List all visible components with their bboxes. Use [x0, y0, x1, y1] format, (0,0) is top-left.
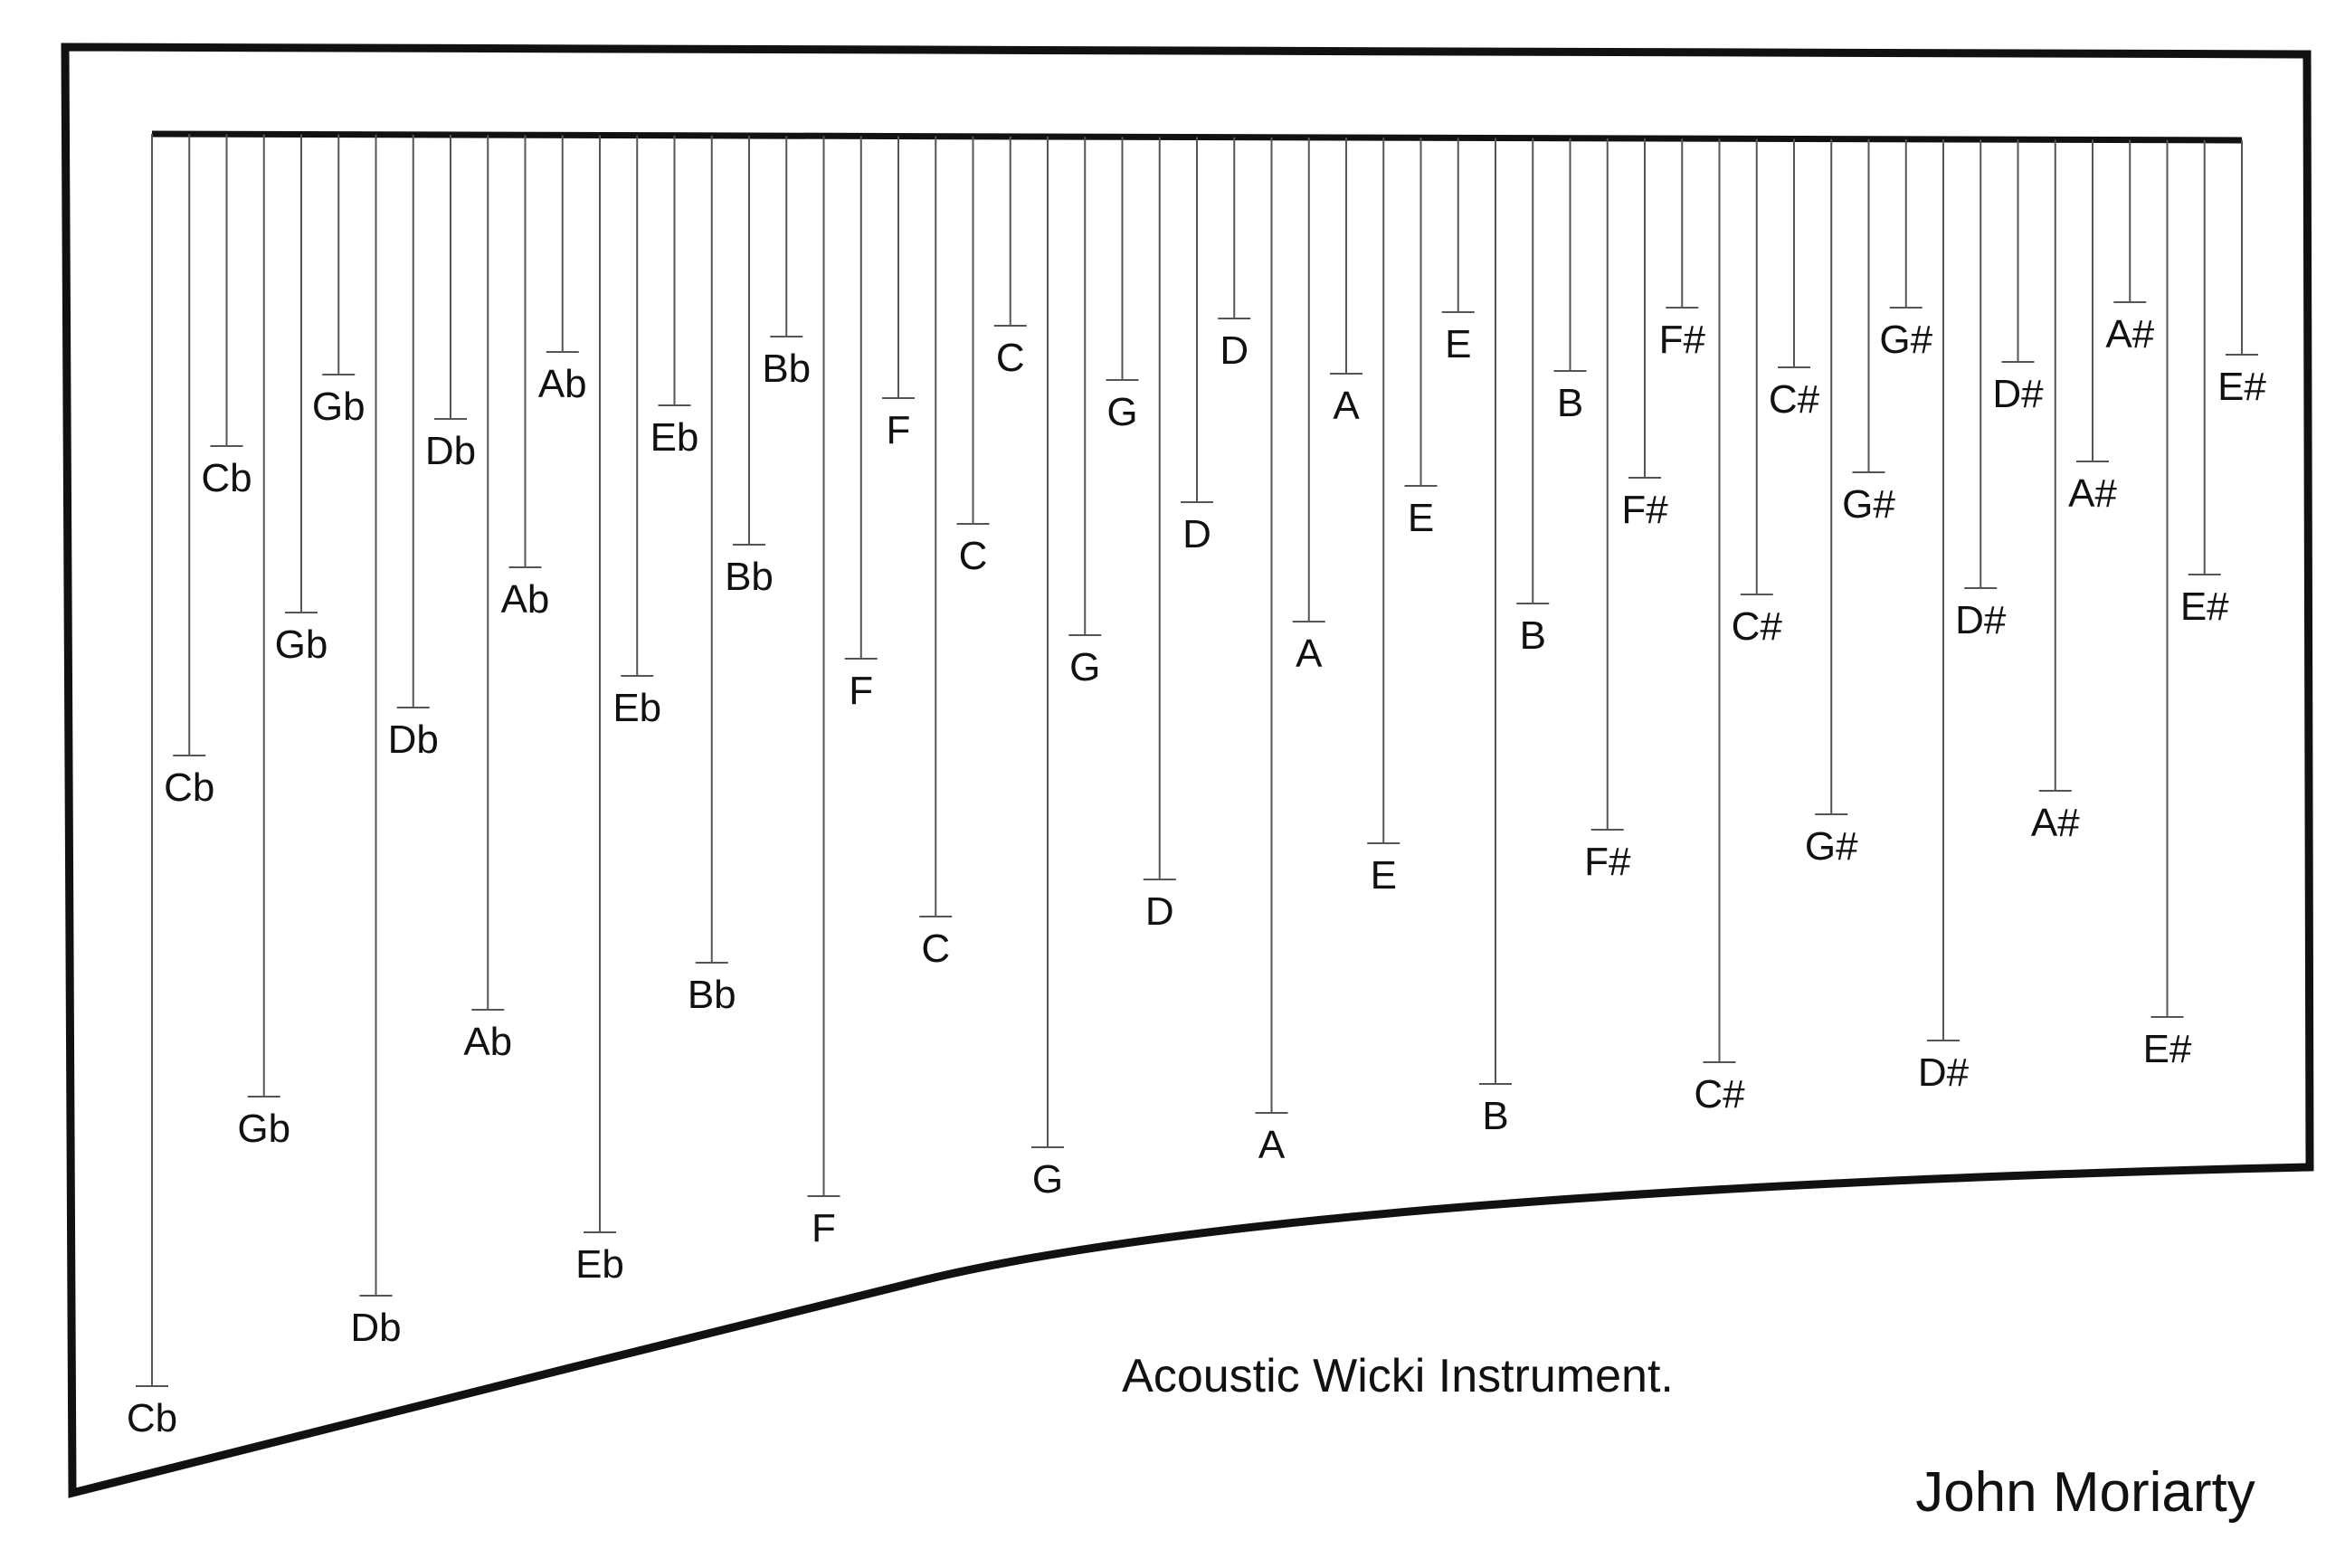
note-label: Eb [575, 1242, 624, 1287]
note-label: F# [1621, 488, 1668, 532]
note-label: F [887, 408, 911, 452]
note-label: D# [1992, 372, 2044, 416]
note-label: G [1069, 645, 1100, 689]
note-label: C# [1732, 604, 1783, 649]
note-label: G# [1805, 824, 1858, 869]
instrument-outline [61, 43, 2314, 1498]
note-label: D# [1918, 1050, 1970, 1095]
note-label: E [1445, 322, 1471, 366]
note-label: C [921, 927, 950, 971]
note-label: G# [1842, 482, 1895, 527]
note-label: Ab [463, 1020, 512, 1064]
note-label: F [812, 1206, 836, 1250]
note-label: A [1258, 1123, 1286, 1167]
note-label: C# [1694, 1072, 1745, 1117]
note-label: Cb [201, 456, 252, 500]
note-label: D [1182, 512, 1211, 556]
note-label: B [1520, 613, 1546, 658]
note-label: G [1032, 1157, 1063, 1202]
note-label: G# [1879, 318, 1932, 362]
caption: Acoustic Wicki Instrument. [1122, 1350, 1674, 1402]
note-label: E [1408, 496, 1434, 540]
note-label: E# [2217, 365, 2266, 409]
note-label: E [1371, 853, 1397, 898]
note-label: Bb [688, 973, 736, 1017]
note-label: Db [350, 1306, 401, 1350]
strings-group: Cb Cb Cb Gb Gb Gb Db Db Db Ab Ab Ab Eb Eb Eb Bb Bb Bb F F F C… [127, 134, 2266, 1440]
note-label: A# [2031, 801, 2080, 845]
note-label: A [1296, 632, 1323, 676]
note-label: Eb [650, 415, 699, 460]
note-label: D# [1955, 598, 2007, 642]
note-label: C# [1769, 377, 1820, 422]
note-label: C [959, 534, 988, 578]
note-label: A# [2068, 471, 2117, 516]
note-label: Gb [275, 622, 328, 667]
note-label: E# [2143, 1027, 2192, 1071]
note-label: F# [1659, 318, 1706, 362]
note-label: Bb [762, 347, 811, 391]
note-label: Cb [127, 1396, 177, 1440]
note-label: Db [425, 429, 476, 473]
note-label: E# [2180, 584, 2229, 629]
note-label: Ab [501, 577, 550, 622]
note-label: Db [388, 717, 439, 762]
note-label: Gb [312, 385, 366, 429]
note-label: Cb [164, 765, 214, 810]
note-label: D [1145, 889, 1174, 934]
note-label: F [849, 669, 873, 713]
note-label: B [1557, 381, 1583, 425]
note-label: D [1220, 328, 1248, 373]
note-label: B [1482, 1094, 1508, 1138]
author-name: John Moriarty [1915, 1461, 2255, 1524]
note-label: Ab [538, 362, 587, 406]
note-label: A [1333, 384, 1360, 428]
note-label: G [1106, 390, 1137, 434]
note-label: Bb [725, 555, 774, 599]
note-label: Eb [612, 686, 661, 730]
note-label: Gb [237, 1107, 290, 1151]
note-label: C [996, 336, 1025, 380]
note-label: F# [1584, 840, 1631, 884]
note-label: A# [2105, 312, 2154, 356]
